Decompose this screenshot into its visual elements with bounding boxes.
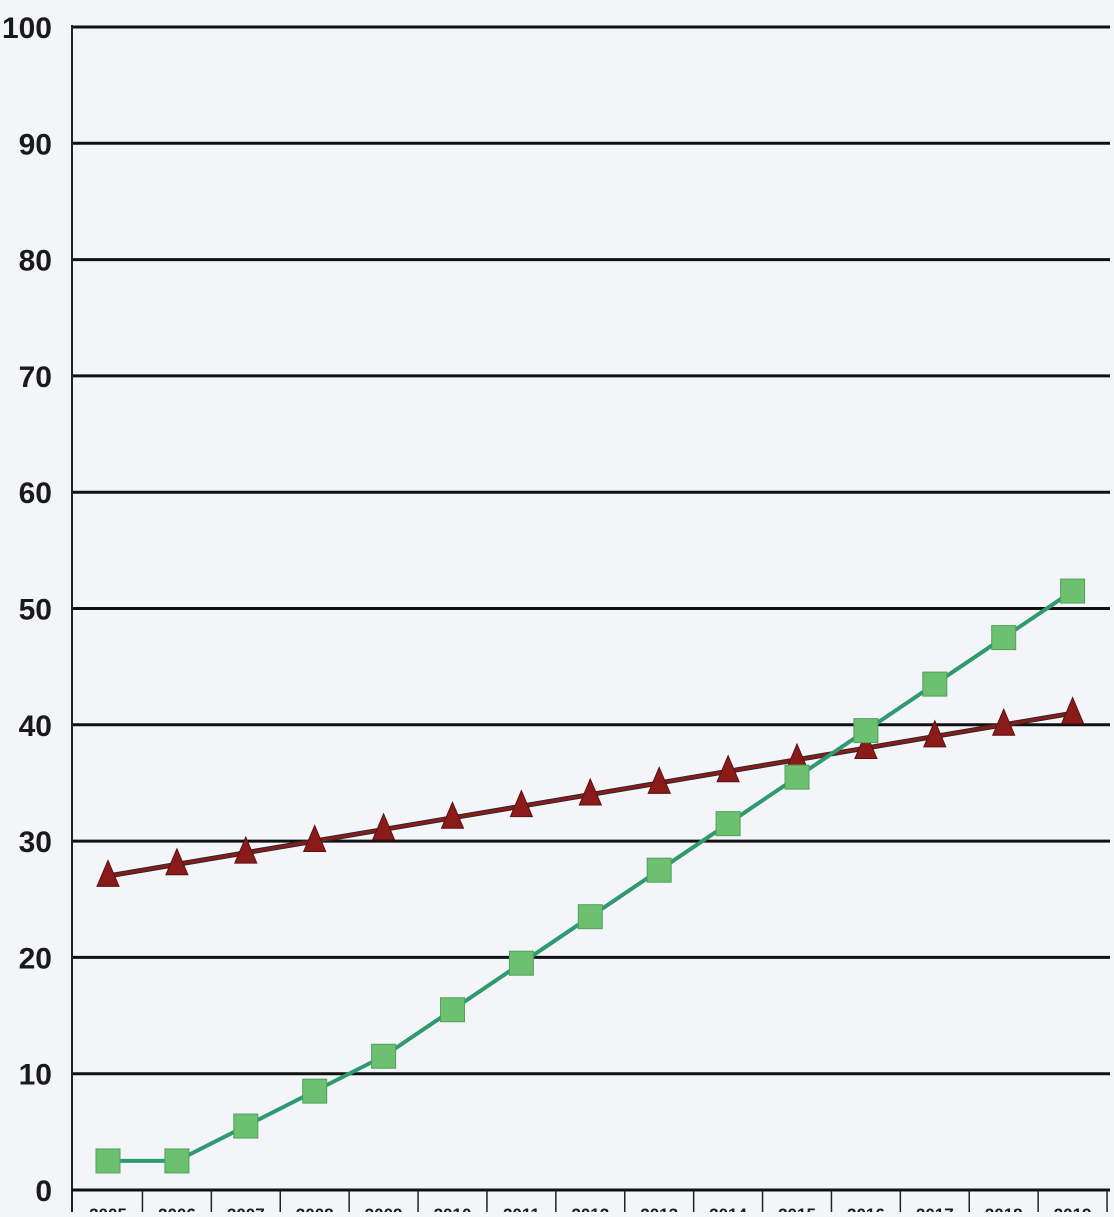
x-tick-label: 2016: [847, 1205, 885, 1212]
data-point-square: [164, 1148, 190, 1174]
x-tick-label: 2018: [985, 1205, 1023, 1212]
data-point-square: [233, 1113, 259, 1139]
x-tick-label: 2009: [365, 1205, 403, 1212]
data-point-square: [1060, 578, 1086, 604]
x-tick-label: 2015: [778, 1205, 816, 1212]
series-1: [96, 696, 1085, 887]
x-tick-label: 2008: [296, 1205, 334, 1212]
data-point-triangle: [371, 812, 396, 841]
y-tick-label: 0: [35, 1175, 52, 1208]
data-point-square: [784, 764, 810, 790]
y-tick-label: 90: [19, 128, 52, 161]
y-tick-label: 40: [19, 710, 52, 743]
data-point-triangle: [165, 847, 189, 876]
x-tick-label: 2012: [571, 1205, 609, 1212]
data-point-triangle: [509, 789, 534, 818]
data-point-triangle: [991, 707, 1016, 736]
series: [95, 578, 1086, 1174]
x-tick-label: 2011: [503, 1205, 540, 1212]
data-point-triangle: [854, 731, 878, 759]
y-tick-label: 100: [2, 12, 52, 45]
data-point-triangle: [647, 766, 671, 794]
y-tick-label: 10: [19, 1059, 52, 1092]
y-tick-label: 50: [19, 594, 52, 627]
data-point-triangle: [923, 719, 947, 748]
data-point-triangle: [96, 859, 120, 887]
y-tick-label: 30: [19, 826, 52, 859]
y-tick-label: 20: [19, 942, 52, 975]
data-point-triangle: [1060, 696, 1085, 725]
data-point-square: [302, 1078, 328, 1104]
data-point-square: [95, 1148, 121, 1174]
data-point-square: [577, 904, 603, 930]
data-point-square: [991, 625, 1017, 651]
data-point-triangle: [440, 800, 465, 829]
data-point-square: [853, 718, 879, 744]
y-tick-label: 70: [19, 361, 52, 394]
y-axis-ticks: 0 10 20 30 40 50 60 70 80 90 100: [2, 12, 52, 1208]
y-tick-label: 80: [19, 245, 52, 278]
data-point-square: [715, 811, 741, 837]
x-tick-label: 2006: [158, 1205, 196, 1212]
data-point-square: [440, 997, 465, 1023]
axes: [71, 25, 1110, 1212]
x-tick-label: 2017: [916, 1205, 954, 1212]
data-point-triangle: [716, 754, 740, 783]
data-point-triangle: [302, 824, 327, 852]
x-tick-label: 2013: [640, 1205, 678, 1212]
x-tick-label: 2005: [89, 1205, 127, 1212]
x-tick-label: 2010: [434, 1205, 472, 1212]
data-point-triangle: [234, 835, 258, 864]
x-tick-label: 2014: [709, 1205, 747, 1212]
y-tick-label: 60: [19, 477, 52, 510]
x-tick-label: 2007: [227, 1205, 265, 1212]
series-2: [95, 578, 1086, 1174]
data-point-square: [922, 671, 948, 697]
x-tick-label: 2019: [1054, 1205, 1092, 1212]
data-point-square: [646, 857, 672, 883]
data-point-square: [371, 1043, 397, 1069]
data-point-triangle: [578, 777, 603, 806]
data-point-square: [508, 950, 534, 976]
